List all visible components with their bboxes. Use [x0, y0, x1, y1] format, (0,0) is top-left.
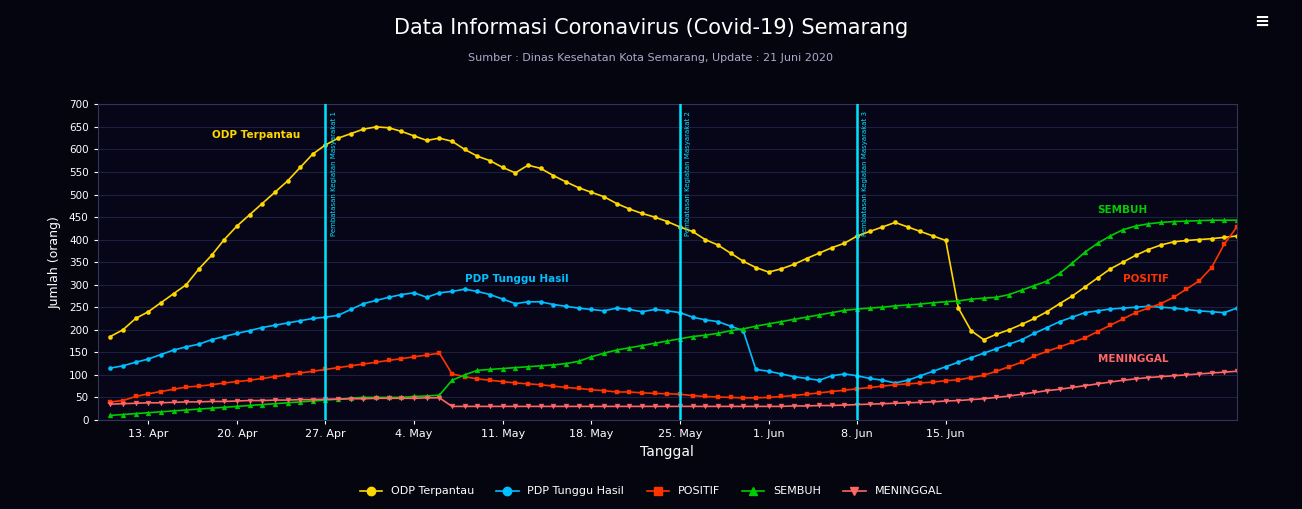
- Y-axis label: Jumlah (orang): Jumlah (orang): [49, 216, 62, 308]
- Text: Pembatasan Kegiatan Masyarakat 3: Pembatasan Kegiatan Masyarakat 3: [862, 111, 868, 236]
- Text: ≡: ≡: [1254, 13, 1269, 31]
- Text: Data Informasi Coronavirus (Covid-19) Semarang: Data Informasi Coronavirus (Covid-19) Se…: [395, 18, 907, 38]
- Text: ODP Terpantau: ODP Terpantau: [211, 130, 299, 140]
- Text: POSITIF: POSITIF: [1122, 274, 1169, 285]
- Text: MENINGGAL: MENINGGAL: [1098, 354, 1168, 364]
- Text: Sumber : Dinas Kesehatan Kota Semarang, Update : 21 Juni 2020: Sumber : Dinas Kesehatan Kota Semarang, …: [469, 53, 833, 64]
- Text: SEMBUH: SEMBUH: [1098, 205, 1148, 215]
- Text: PDP Tunggu Hasil: PDP Tunggu Hasil: [465, 274, 569, 285]
- Text: Pembatasan Kegiatan Masyarakat 1: Pembatasan Kegiatan Masyarakat 1: [331, 111, 336, 236]
- Text: Pembatasan Kegiatan Masyarakat 2: Pembatasan Kegiatan Masyarakat 2: [685, 111, 691, 236]
- Legend: ODP Terpantau, PDP Tunggu Hasil, POSITIF, SEMBUH, MENINGGAL: ODP Terpantau, PDP Tunggu Hasil, POSITIF…: [355, 482, 947, 501]
- X-axis label: Tanggal: Tanggal: [641, 444, 694, 459]
